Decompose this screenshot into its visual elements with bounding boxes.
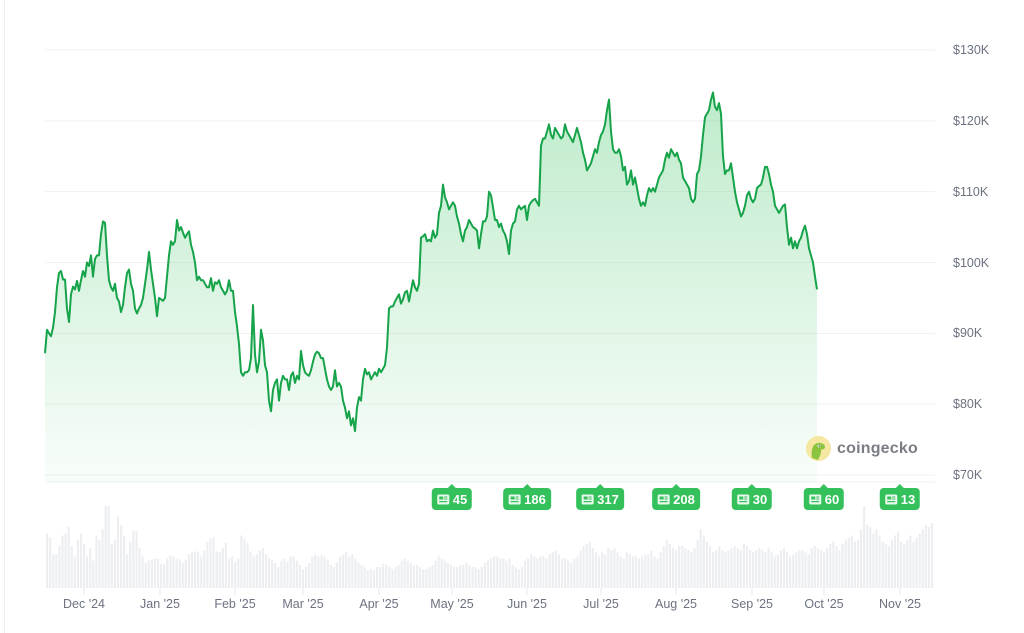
x-tick-label: Mar '25 (282, 597, 324, 611)
news-count: 186 (524, 491, 546, 507)
newspaper-icon (737, 494, 750, 505)
newspaper-icon (581, 494, 594, 505)
news-count: 317 (597, 491, 619, 507)
x-tick-label: Jan '25 (140, 597, 180, 611)
newspaper-icon (809, 494, 822, 505)
brand-name: coingecko (837, 439, 918, 457)
x-tick-label: Nov '25 (879, 597, 921, 611)
price-line[interactable] (44, 91, 818, 433)
x-tick-label: May '25 (430, 597, 474, 611)
x-tick-label: Feb '25 (214, 597, 256, 611)
y-tick-label: $100K (953, 255, 990, 270)
newspaper-icon (657, 494, 670, 505)
news-count: 45 (452, 491, 468, 507)
news-marker-button[interactable]: 30 (731, 484, 773, 510)
x-tick-label: Apr '25 (359, 597, 399, 611)
newspaper-icon (437, 494, 450, 505)
y-tick-label: $80K (953, 397, 983, 412)
news-count: 30 (752, 491, 768, 507)
news-marker-button[interactable]: 60 (803, 484, 845, 510)
news-marker-button[interactable]: 13 (879, 484, 921, 510)
news-count: 13 (900, 491, 916, 507)
volume-bars (46, 506, 934, 589)
newspaper-icon (885, 494, 898, 505)
x-tick-label: Jul '25 (583, 597, 619, 611)
news-count: 60 (824, 491, 840, 507)
news-marker-button[interactable]: 45 (431, 484, 473, 510)
news-marker-button[interactable]: 208 (652, 484, 700, 510)
price-area (45, 92, 817, 482)
y-tick-label: $70K (953, 468, 983, 482)
newspaper-icon (508, 494, 521, 505)
y-tick-label: $90K (953, 326, 983, 341)
news-count: 208 (673, 491, 695, 507)
x-tick-label: Jun '25 (507, 597, 547, 611)
news-marker-button[interactable]: 186 (503, 484, 551, 510)
x-tick-label: Aug '25 (654, 597, 698, 611)
news-marker-button[interactable]: 317 (576, 484, 624, 510)
y-tick-label: $130K (953, 43, 990, 57)
y-tick-label: $110K (953, 184, 989, 199)
coingecko-watermark: coingecko (806, 436, 918, 461)
x-tick-label: Oct '25 (804, 597, 844, 611)
panel-border (4, 0, 5, 633)
x-tick-label: Dec '24 (63, 597, 105, 611)
x-tick-marks (83, 588, 901, 595)
y-tick-label: $120K (953, 113, 990, 128)
gecko-logo-icon (806, 436, 831, 461)
x-tick-label: Sep '25 (730, 597, 774, 611)
